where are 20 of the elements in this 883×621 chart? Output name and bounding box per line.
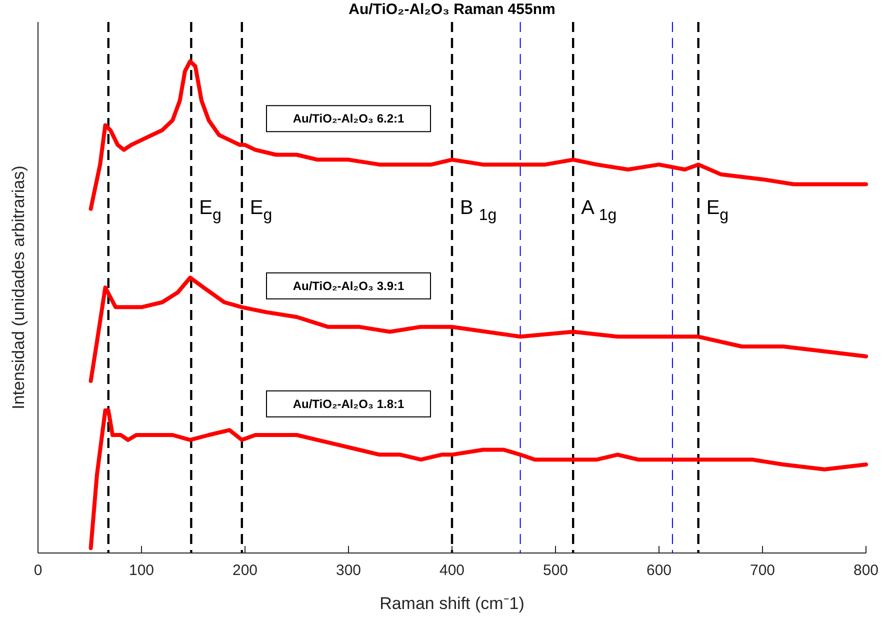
ref-line-label: B $_{1g}$	[460, 196, 497, 224]
x-tick-label: 0	[34, 562, 42, 579]
x-tick-label: 400	[439, 562, 465, 579]
ref-line-label: E$_{g}$	[706, 196, 729, 224]
x-tick-label: 200	[232, 562, 258, 579]
x-tick-label: 500	[542, 562, 568, 579]
ref-line-label: A $_{1g}$	[581, 196, 617, 224]
chart-title: Au/TiO₂-Al₂O₃ Raman 455nm	[348, 1, 556, 18]
ref-line-label: E$_{g}$	[250, 196, 272, 224]
x-tick-label: 700	[750, 562, 776, 579]
x-axis-title: Raman shift (cm⁻1)	[380, 594, 524, 613]
x-tick-label: 600	[646, 562, 672, 579]
text: Au/TiO₂-Al₂O₃ 1.8:1	[292, 396, 404, 411]
x-tick-label: 800	[853, 562, 879, 579]
x-tick-label: 300	[336, 562, 362, 579]
series-label: Au/TiO₂-Al₂O₃ 3.9:1	[292, 278, 404, 293]
y-axis-title: Intensidad (unidades arbitrarias)	[9, 166, 28, 410]
text: Au/TiO₂-Al₂O₃ 6.2:1	[292, 112, 404, 126]
ref-line-label: E$_{g}$	[199, 196, 222, 224]
x-tick-label: 100	[128, 562, 154, 579]
